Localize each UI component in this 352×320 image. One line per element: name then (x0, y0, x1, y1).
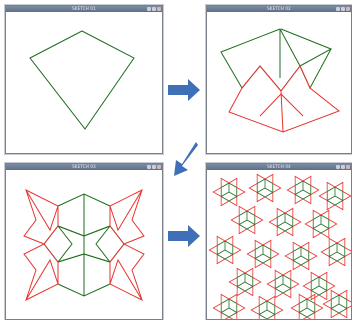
window-titlebar[interactable]: SKETCH 03 (6, 164, 162, 170)
tiling-motif (290, 293, 324, 319)
kite-tile (29, 30, 135, 130)
minimize-button[interactable] (336, 7, 340, 11)
maximize-button[interactable] (341, 165, 345, 169)
dart-cluster (23, 189, 145, 301)
tiling-motif (266, 269, 300, 299)
close-button[interactable] (346, 165, 350, 169)
minimize-button[interactable] (147, 165, 151, 169)
penrose-tiling-drawing (208, 173, 351, 319)
tiling-motif (320, 237, 351, 267)
tiling-motif (250, 295, 284, 319)
tiling-motif (286, 175, 320, 205)
maximize-button[interactable] (152, 165, 156, 169)
maximize-button[interactable] (341, 7, 345, 11)
window-title: SKETCH 04 (267, 164, 291, 169)
drawing-canvas[interactable] (207, 170, 351, 319)
window-step-4: SKETCH 04 (206, 163, 352, 320)
window-title: SKETCH 02 (267, 6, 291, 11)
tiling-motif (302, 271, 336, 301)
window-step-2: SKETCH 02 (206, 5, 352, 154)
tiling-motif (212, 177, 246, 207)
drawing-canvas[interactable] (6, 170, 162, 319)
window-step-3: SKETCH 03 (5, 163, 163, 320)
maximize-button[interactable] (152, 7, 156, 11)
minimize-button[interactable] (147, 7, 151, 11)
window-title: SKETCH 03 (72, 164, 96, 169)
tile-cluster-drawing (23, 189, 145, 301)
window-titlebar[interactable]: SKETCH 01 (6, 6, 162, 12)
tiling-motif (248, 173, 282, 203)
drawing-canvas[interactable] (6, 12, 162, 153)
drawing-canvas[interactable] (207, 12, 351, 153)
tiling-motif (284, 241, 318, 271)
tiling-motif (208, 235, 242, 265)
arrow-right-icon (168, 79, 200, 101)
tiling-motif (322, 289, 351, 319)
close-button[interactable] (157, 7, 161, 11)
kite-cluster (43, 193, 125, 297)
arrow-down-left-icon (174, 142, 198, 176)
arrow-right-icon (168, 225, 200, 247)
kite-tile-pair (220, 28, 333, 92)
window-step-1: SKETCH 01 (5, 5, 163, 154)
window-titlebar[interactable]: SKETCH 04 (207, 164, 351, 170)
dart-tile-pair (228, 65, 341, 133)
tiling-motif (268, 207, 302, 237)
tiling-motif (318, 181, 351, 211)
tiling-motif (212, 293, 246, 319)
kite-tile-drawing (29, 30, 135, 130)
minimize-button[interactable] (336, 165, 340, 169)
close-button[interactable] (346, 7, 350, 11)
tiling-motif (228, 267, 262, 297)
kite-dart-drawing (220, 28, 341, 133)
tiling-motif (246, 239, 280, 269)
tiling-motif (230, 205, 264, 235)
tiling-motif (304, 209, 338, 239)
window-titlebar[interactable]: SKETCH 02 (207, 6, 351, 12)
window-title: SKETCH 01 (72, 6, 96, 11)
close-button[interactable] (157, 165, 161, 169)
